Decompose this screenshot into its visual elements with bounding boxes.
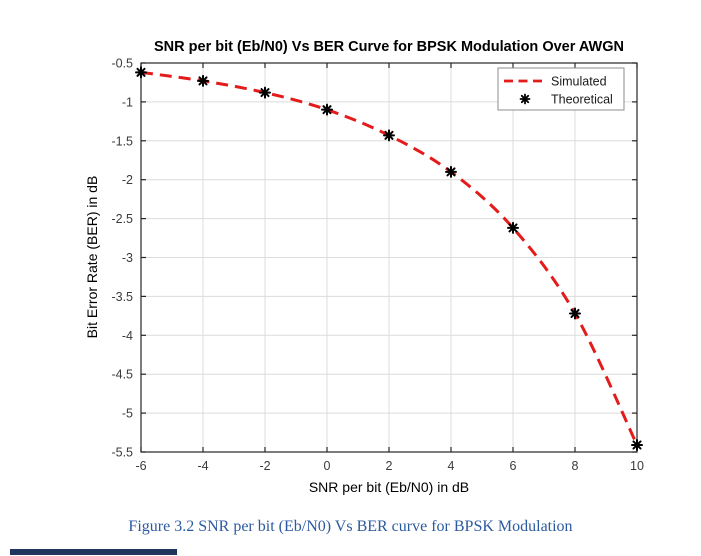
axes-layer: -6 -4 -2 0 2 4 6 8 10 -0.5 -1 -1.5 -2 -2.5 -3 -3.5 -4 -4.… — [111, 57, 644, 474]
data-layer — [135, 66, 643, 451]
legend-entry-simulated: Simulated — [551, 75, 607, 89]
theoretical-marker — [631, 438, 643, 451]
theoretical-marker — [519, 93, 531, 105]
figure-caption: Figure 3.2 SNR per bit (Eb/N0) Vs BER cu… — [128, 518, 573, 535]
legend: Simulated Theoretical — [497, 67, 625, 111]
legend-entry-theoretical: Theoretical — [551, 93, 613, 107]
page-decoration-bar — [10, 549, 177, 555]
theoretical-marker — [135, 66, 147, 79]
y-tick-label: -2 — [122, 173, 133, 187]
chart-title: SNR per bit (Eb/N0) Vs BER Curve for BPS… — [154, 39, 624, 55]
y-tick-label: -1.5 — [111, 134, 133, 148]
theoretical-marker — [445, 165, 457, 178]
x-tick-label: 2 — [386, 459, 393, 473]
y-tick-label: -4.5 — [111, 368, 133, 382]
grid-layer — [140, 62, 638, 453]
theoretical-marker — [383, 129, 395, 142]
y-tick-label: -2.5 — [111, 212, 133, 226]
y-tick-label: -5.5 — [111, 446, 133, 460]
x-tick-label: 4 — [448, 459, 455, 473]
legend-theoretical-asterisk-icon — [519, 93, 531, 105]
x-tick-label: 0 — [324, 459, 331, 473]
ber-chart: -6 -4 -2 0 2 4 6 8 10 -0.5 -1 -1.5 -2 -2.5 -3 -3.5 -4 -4.… — [84, 39, 644, 495]
y-tick-label: -4 — [122, 329, 133, 343]
y-tick-label: -1 — [122, 95, 133, 109]
theoretical-marker — [197, 74, 209, 87]
y-tick-label: -5 — [122, 407, 133, 421]
y-tick-label: -3.5 — [111, 290, 133, 304]
y-axis-label: Bit Error Rate (BER) in dB — [84, 176, 100, 339]
theoretical-marker — [569, 307, 581, 320]
y-tick-label: -3 — [122, 251, 133, 265]
x-tick-label: 6 — [510, 459, 517, 473]
theoretical-marker — [321, 103, 333, 116]
x-tick-label: -2 — [259, 459, 270, 473]
x-tick-label: 10 — [630, 459, 644, 473]
x-tick-label: -4 — [197, 459, 208, 473]
theoretical-marker — [259, 86, 271, 99]
y-tick-label: -0.5 — [111, 57, 133, 71]
theoretical-marker — [507, 221, 519, 234]
legend-box — [497, 67, 625, 111]
x-tick-label: 8 — [572, 459, 579, 473]
x-tick-label: -6 — [135, 459, 146, 473]
x-axis-label: SNR per bit (Eb/N0) in dB — [309, 479, 469, 495]
